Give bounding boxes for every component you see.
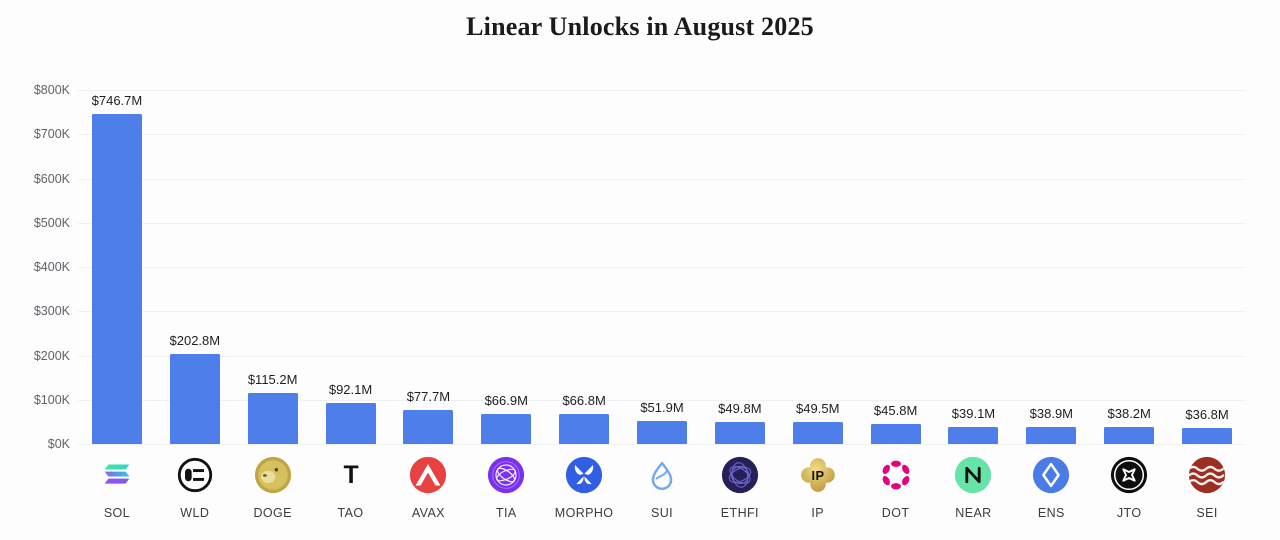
token-label: TIA bbox=[495, 506, 517, 520]
y-axis-tick-label: $600K bbox=[33, 171, 70, 186]
y-axis-tick-label: $800K bbox=[33, 83, 70, 97]
doge-icon bbox=[253, 455, 293, 495]
bar bbox=[637, 421, 687, 444]
bar-value-label: $49.8M bbox=[718, 400, 762, 416]
token-label: SUI bbox=[650, 506, 674, 520]
gridline bbox=[78, 178, 1246, 180]
gridline bbox=[78, 399, 1246, 401]
token-label: AVAX bbox=[411, 506, 445, 520]
sei-icon bbox=[1187, 455, 1227, 495]
token-label: NEAR bbox=[955, 506, 992, 520]
sui-icon bbox=[642, 455, 682, 495]
ens-icon bbox=[1031, 455, 1071, 495]
bar bbox=[403, 409, 454, 444]
bar-value-label: $38.2M bbox=[1107, 406, 1151, 422]
bar bbox=[325, 403, 376, 444]
avax-icon bbox=[408, 455, 448, 495]
token-label: DOGE bbox=[253, 506, 292, 520]
bar bbox=[948, 426, 999, 444]
tao-icon: T bbox=[331, 455, 371, 495]
bar bbox=[91, 113, 142, 444]
gridline bbox=[78, 267, 1246, 268]
bar-value-label: $77.7M bbox=[406, 388, 451, 404]
y-axis-tick-label: $500K bbox=[33, 215, 70, 230]
bar-value-label: $36.8M bbox=[1185, 406, 1229, 422]
token-label: SOL bbox=[103, 506, 131, 520]
token-label: SEI bbox=[1196, 506, 1218, 520]
token-label: MORPHO bbox=[554, 506, 614, 520]
near-icon bbox=[953, 455, 993, 495]
bar bbox=[247, 393, 298, 444]
bar bbox=[559, 414, 610, 444]
gridline bbox=[78, 355, 1246, 357]
bar bbox=[1182, 427, 1233, 444]
bar-value-label: $49.5M bbox=[796, 401, 840, 417]
bar-value-label: $39.1M bbox=[951, 405, 996, 421]
chart-title: Linear Unlocks in August 2025 bbox=[466, 12, 814, 41]
bar-value-label: $115.2M bbox=[247, 372, 298, 388]
svg-text:T: T bbox=[343, 462, 358, 489]
bar bbox=[481, 414, 532, 444]
y-axis-tick-label: $200K bbox=[33, 348, 70, 363]
bar-value-label: $66.9M bbox=[484, 393, 528, 409]
bar bbox=[169, 354, 220, 444]
bar-value-label: $45.8M bbox=[873, 402, 918, 418]
token-label: IP bbox=[811, 506, 825, 520]
y-axis-tick-label: $700K bbox=[33, 127, 70, 142]
bar bbox=[714, 421, 765, 444]
ip-icon: IP bbox=[798, 455, 838, 495]
y-axis-tick-label: $0K bbox=[47, 437, 70, 451]
bar-value-label: $66.8M bbox=[562, 393, 606, 409]
bar-value-label: $746.7M bbox=[91, 92, 143, 108]
gridline bbox=[78, 444, 1246, 445]
jto-icon bbox=[1109, 455, 1149, 495]
y-axis-tick-label: $400K bbox=[33, 260, 70, 274]
token-label: ENS bbox=[1037, 506, 1065, 520]
sol-icon bbox=[97, 455, 137, 495]
bar-value-label: $92.1M bbox=[328, 382, 373, 398]
y-axis-tick-label: $300K bbox=[33, 304, 70, 319]
gridline bbox=[78, 134, 1246, 136]
bar bbox=[792, 422, 843, 444]
token-label: DOT bbox=[881, 506, 910, 520]
bar-value-label: $51.9M bbox=[640, 400, 684, 416]
bar-value-label: $38.9M bbox=[1029, 405, 1074, 421]
bar bbox=[1026, 426, 1077, 444]
bar bbox=[870, 423, 921, 444]
token-label: WLD bbox=[180, 506, 210, 520]
bar-value-label: $202.8M bbox=[169, 333, 221, 349]
gridline bbox=[78, 222, 1246, 224]
token-label: ETHFI bbox=[720, 506, 759, 520]
svg-text:IP: IP bbox=[811, 468, 824, 483]
y-axis-tick-label: $100K bbox=[33, 392, 70, 407]
ethfi-icon bbox=[720, 455, 760, 495]
wld-icon bbox=[175, 455, 215, 495]
morpho-icon bbox=[564, 455, 604, 495]
token-label: JTO bbox=[1116, 506, 1142, 520]
bar bbox=[1104, 427, 1155, 444]
tia-icon bbox=[486, 455, 526, 495]
gridline bbox=[78, 311, 1246, 313]
token-label: TAO bbox=[337, 506, 364, 520]
dot-icon bbox=[876, 455, 916, 495]
gridline bbox=[78, 90, 1246, 91]
